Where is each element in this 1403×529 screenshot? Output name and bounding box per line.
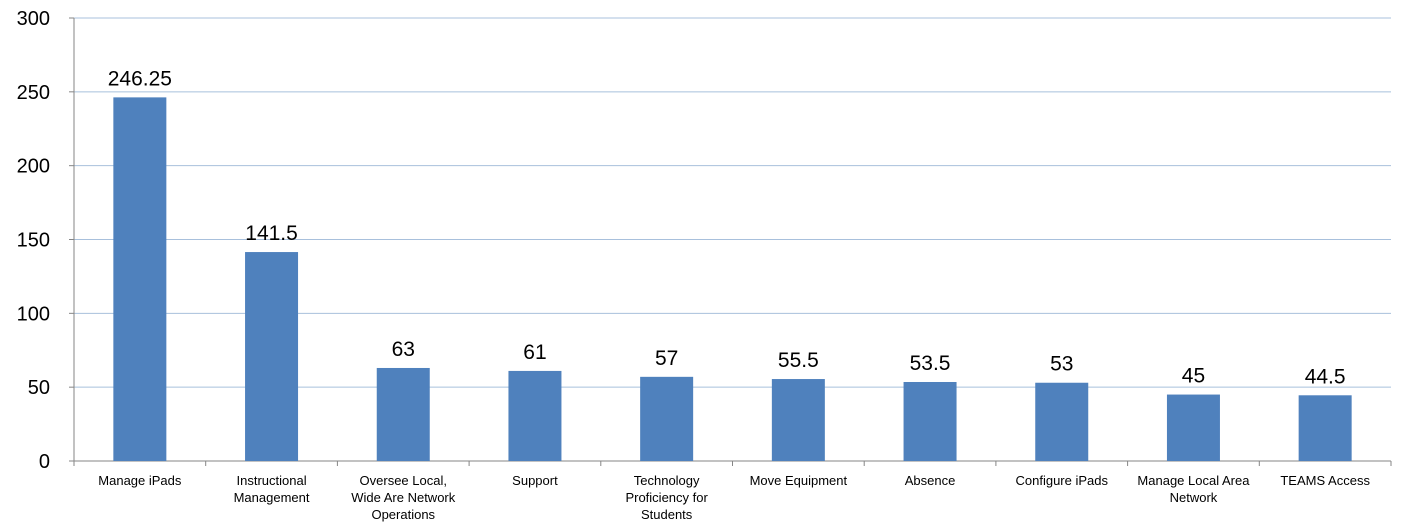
x-category-label-line: Manage Local Area <box>1137 473 1250 488</box>
data-label: 141.5 <box>245 222 298 245</box>
x-category-label-line: Proficiency for <box>625 490 708 505</box>
x-category-label-line: Configure iPads <box>1016 473 1109 488</box>
bars <box>113 97 1352 461</box>
x-category-label: Instructional Management <box>234 473 310 505</box>
x-category-label-line: Network <box>1170 490 1218 505</box>
data-label: 57 <box>655 347 678 370</box>
bar <box>903 381 957 461</box>
data-labels: 246.25 141.5 63 61 57 55.5 53.5 53 45 44.5 <box>108 67 1346 388</box>
x-category-label: Oversee Local, Wide Are Network Operations <box>351 473 456 522</box>
bar <box>508 370 562 461</box>
x-category-label: Manage iPads <box>98 473 182 488</box>
x-category-label: Manage Local Area Network <box>1137 473 1250 505</box>
x-category-label: TEAMS Access <box>1280 473 1370 488</box>
y-tick-label: 100 <box>17 303 50 325</box>
data-label: 61 <box>523 341 546 364</box>
data-label: 53 <box>1050 353 1073 376</box>
y-tick-label: 300 <box>17 8 50 30</box>
x-category-label: Configure iPads <box>1016 473 1109 488</box>
x-category-label-line: Oversee Local, <box>360 473 447 488</box>
x-category-label-line: Absence <box>905 473 956 488</box>
data-label: 246.25 <box>108 67 172 90</box>
bar <box>640 376 694 461</box>
data-label: 53.5 <box>910 352 951 375</box>
x-category-label: Technology Proficiency for Students <box>625 473 708 522</box>
x-category-label-line: Move Equipment <box>750 473 848 488</box>
x-category-labels: Manage iPads Instructional Management Overs… <box>98 473 1370 522</box>
bar <box>1298 395 1352 461</box>
y-tick-label: 0 <box>39 451 50 473</box>
bar <box>245 252 299 461</box>
bar <box>771 379 825 461</box>
x-category-label-line: Manage iPads <box>98 473 182 488</box>
bar <box>113 97 167 461</box>
bar <box>1166 394 1220 461</box>
x-category-label: Absence <box>905 473 956 488</box>
y-tick-label: 200 <box>17 156 50 178</box>
data-label: 45 <box>1182 365 1205 388</box>
x-category-label-line: Operations <box>371 507 435 522</box>
data-label: 55.5 <box>778 349 819 372</box>
x-category-label-line: Instructional <box>237 473 307 488</box>
y-tick-label: 150 <box>17 230 50 252</box>
x-category-label-line: Management <box>234 490 310 505</box>
x-category-label-line: Support <box>512 473 558 488</box>
x-category-label: Support <box>512 473 558 488</box>
y-tick-label: 250 <box>17 82 50 104</box>
x-category-label-line: Wide Are Network <box>351 490 456 505</box>
data-label: 44.5 <box>1305 365 1346 388</box>
x-category-label: Move Equipment <box>750 473 848 488</box>
x-category-label-line: Technology <box>634 473 700 488</box>
y-tick-labels: 0 50 100 150 200 250 300 <box>17 8 50 473</box>
data-label: 63 <box>392 338 415 361</box>
x-category-label-line: TEAMS Access <box>1280 473 1370 488</box>
y-tick-label: 50 <box>28 377 50 399</box>
x-category-label-line: Students <box>641 507 693 522</box>
bar <box>1035 382 1089 461</box>
bar <box>376 367 430 461</box>
